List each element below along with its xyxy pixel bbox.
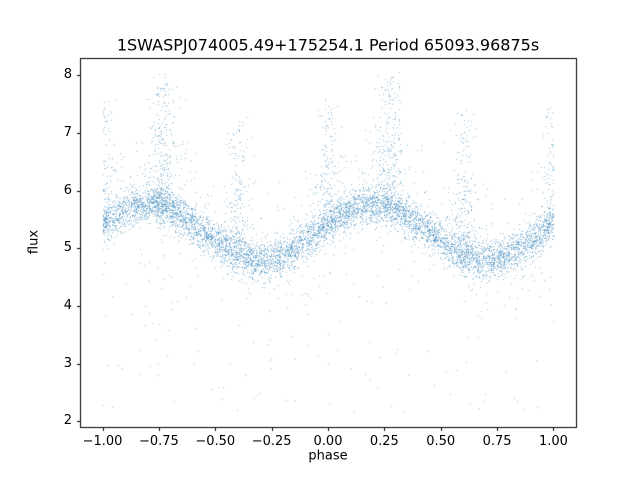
x-tick-label: 1.00: [538, 434, 568, 449]
y-tick-label: 3: [63, 355, 72, 371]
x-tick-label: 0.00: [313, 434, 343, 449]
chart-title: 1SWASPJ074005.49+175254.1 Period 65093.9…: [116, 35, 540, 55]
x-tick-label: −0.50: [195, 434, 236, 449]
x-tick-label: 0.75: [482, 434, 512, 449]
y-tick-label: 6: [63, 182, 72, 198]
x-tick-label: 0.50: [426, 434, 456, 449]
y-tick-label: 5: [63, 240, 72, 256]
x-axis-label: phase: [308, 448, 348, 464]
y-tick-label: 4: [63, 297, 72, 313]
x-tick-label: −1.00: [82, 434, 123, 449]
x-tick-label: −0.25: [251, 434, 292, 449]
y-tick-label: 7: [63, 124, 72, 140]
y-tick-label: 2: [63, 413, 72, 429]
x-tick-label: 0.25: [369, 434, 399, 449]
y-tick-label: 8: [63, 67, 72, 83]
x-tick-label: −0.75: [138, 434, 179, 449]
